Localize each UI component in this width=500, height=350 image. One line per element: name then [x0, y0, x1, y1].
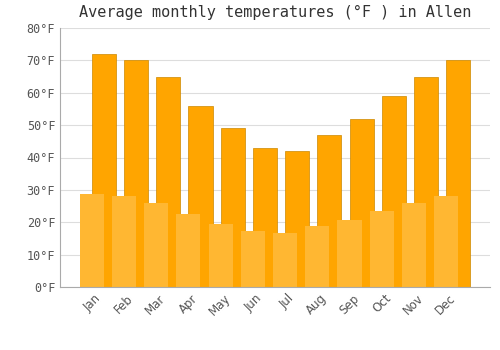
Bar [402, 203, 426, 287]
Bar [240, 231, 265, 287]
Bar [112, 196, 136, 287]
Bar [338, 220, 361, 287]
Bar [414, 77, 438, 287]
Bar [350, 119, 374, 287]
Bar [156, 77, 180, 287]
Bar [220, 128, 245, 287]
Bar [92, 54, 116, 287]
Bar [382, 96, 406, 287]
Bar [318, 135, 342, 287]
Bar [208, 224, 233, 287]
Bar [253, 148, 277, 287]
Bar [176, 215, 201, 287]
Bar [144, 203, 168, 287]
Bar [124, 60, 148, 287]
Bar [188, 106, 212, 287]
Bar [370, 211, 394, 287]
Bar [285, 151, 310, 287]
Bar [446, 60, 470, 287]
Bar [80, 194, 104, 287]
Bar [434, 196, 458, 287]
Title: Average monthly temperatures (°F ) in Allen: Average monthly temperatures (°F ) in Al… [79, 5, 471, 20]
Bar [305, 226, 330, 287]
Bar [273, 233, 297, 287]
